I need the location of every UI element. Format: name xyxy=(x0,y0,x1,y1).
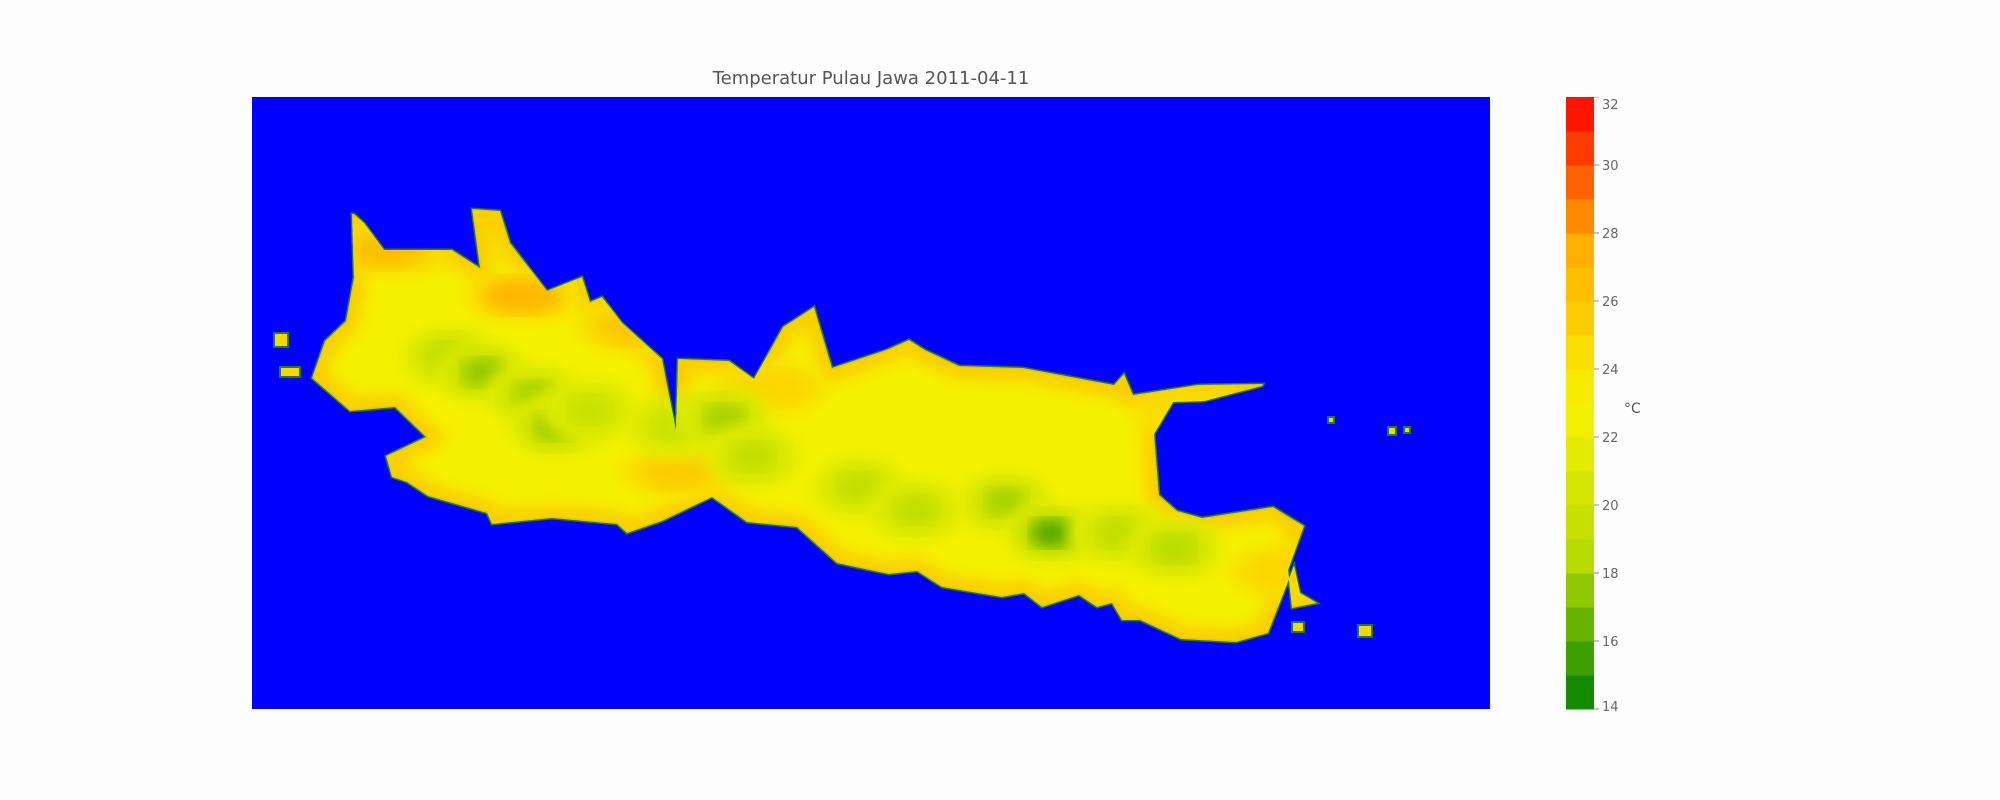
temperature-map xyxy=(252,97,1490,709)
colorbar-tick-label: 22 xyxy=(1602,431,1619,446)
colorbar-ticks: 14 16 18 20 22 24 26 28 30 32 xyxy=(1594,97,1619,713)
colorbar: 14 16 18 20 22 24 26 28 30 32 xyxy=(1566,97,1619,713)
colorbar-tick-label: 14 xyxy=(1602,700,1619,713)
islet-1 xyxy=(279,366,301,378)
colorbar-band xyxy=(1566,471,1594,506)
islet-5 xyxy=(1403,426,1411,434)
small-islands xyxy=(273,332,1411,638)
cool-spot-7 xyxy=(704,424,801,489)
colorbar-tick-label: 20 xyxy=(1602,499,1619,514)
islet-6 xyxy=(1327,416,1335,424)
colorbar-band xyxy=(1566,437,1594,472)
colorbar-bands xyxy=(1566,97,1594,710)
colorbar-band xyxy=(1566,539,1594,574)
colorbar-tick-label: 24 xyxy=(1602,363,1619,378)
colorbar-band xyxy=(1566,335,1594,370)
islet-3 xyxy=(1357,624,1373,638)
colorbar-tick-label: 26 xyxy=(1602,295,1619,310)
colorbar-unit-label: °C xyxy=(1624,401,1641,417)
colorbar-band xyxy=(1566,199,1594,234)
colorbar-band xyxy=(1566,267,1594,302)
colorbar-band xyxy=(1566,97,1594,132)
colorbar-band xyxy=(1566,233,1594,268)
colorbar-band xyxy=(1566,131,1594,166)
colorbar-band xyxy=(1566,165,1594,200)
colorbar-band xyxy=(1566,369,1594,404)
colorbar-band xyxy=(1566,573,1594,608)
colorbar-tick-label: 18 xyxy=(1602,567,1619,582)
colorbar-band xyxy=(1566,641,1594,676)
chart-title: Temperatur Pulau Jawa 2011-04-11 xyxy=(712,68,1030,89)
cool-spot-4 xyxy=(541,378,638,443)
colorbar-tick-label: 16 xyxy=(1602,635,1619,650)
colorbar-tick-label: 28 xyxy=(1602,227,1619,242)
cool-spot-11 xyxy=(1003,501,1100,566)
colorbar-band xyxy=(1566,607,1594,642)
colorbar-tick-label: 30 xyxy=(1602,159,1619,174)
colorbar-band xyxy=(1566,675,1594,710)
colorbar-band xyxy=(1566,301,1594,336)
islet-2 xyxy=(1291,621,1305,633)
cool-spot-13 xyxy=(1126,516,1223,581)
cool-spot-9 xyxy=(868,478,965,543)
colorbar-tick-label: 32 xyxy=(1602,98,1619,113)
colorbar-band xyxy=(1566,403,1594,438)
islet-0 xyxy=(273,332,289,348)
colorbar-band xyxy=(1566,505,1594,540)
islet-4 xyxy=(1387,426,1397,436)
